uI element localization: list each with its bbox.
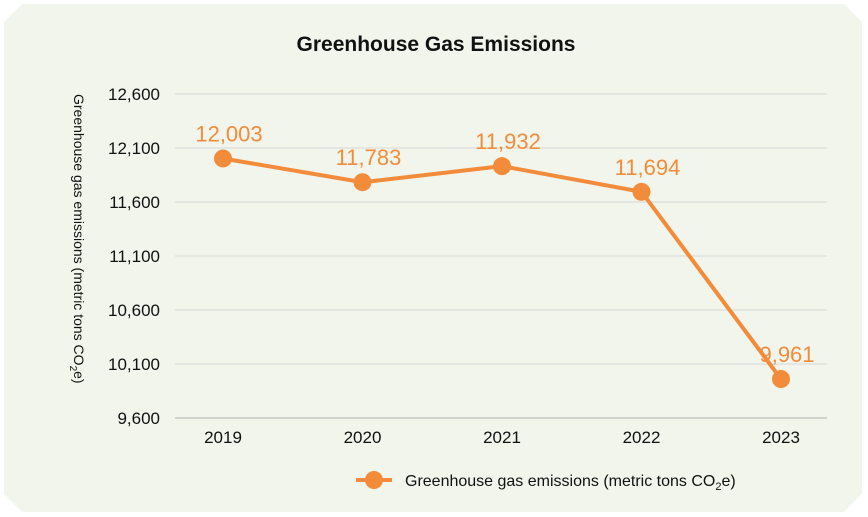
y-tick-label: 12,100 — [108, 139, 160, 158]
chart-title: Greenhouse Gas Emissions — [297, 33, 576, 56]
data-label: 11,694 — [615, 155, 681, 180]
y-axis-label: Greenhouse gas emissions (metric tons CO… — [67, 94, 87, 384]
data-label: 12,003 — [195, 121, 262, 146]
legend-marker — [365, 471, 383, 489]
y-tick-label: 11,600 — [109, 193, 160, 212]
data-label: 11,932 — [475, 129, 541, 154]
x-tick-label: 2021 — [483, 428, 521, 447]
series-emissions — [214, 149, 790, 389]
legend: Greenhouse gas emissions (metric tons CO… — [356, 471, 736, 493]
y-axis-label-text: Greenhouse gas emissions (metric tons CO… — [67, 94, 87, 384]
x-tick-label: 2020 — [344, 428, 382, 447]
chart-card — [4, 4, 862, 512]
x-tick-label: 2023 — [762, 428, 800, 447]
data-point — [214, 149, 232, 168]
y-tick-labels: 12,600 12,100 11,600 11,100 10,600 10,100 9,60… — [108, 85, 160, 428]
y-tick-label: 12,600 — [108, 85, 160, 104]
y-tick-label: 11,100 — [109, 247, 160, 266]
legend-label: Greenhouse gas emissions (metric tons CO… — [405, 473, 736, 493]
y-tick-label: 9,600 — [117, 409, 160, 428]
data-point — [632, 182, 651, 201]
y-tick-label: 10,100 — [108, 355, 160, 374]
y-tick-label: 10,600 — [108, 301, 160, 320]
series-line — [222, 156, 783, 381]
x-tick-label: 2022 — [623, 428, 661, 447]
x-tick-labels: 2019 2020 2021 2022 2023 — [204, 428, 800, 447]
data-label: 9,961 — [759, 342, 814, 367]
data-point — [493, 157, 511, 176]
x-tick-label: 2019 — [204, 428, 242, 447]
data-labels: 12,003 11,783 11,932 11,694 9,961 — [195, 121, 814, 367]
data-point — [772, 370, 790, 389]
data-label: 11,783 — [336, 145, 402, 170]
data-point — [353, 173, 372, 192]
gridlines — [175, 93, 827, 419]
